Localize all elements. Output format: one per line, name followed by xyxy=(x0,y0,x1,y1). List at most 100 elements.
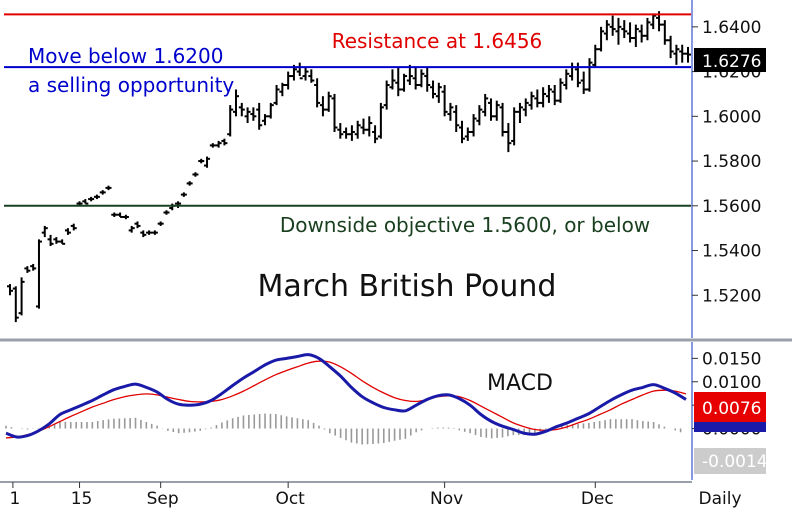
price-bar xyxy=(650,13,657,30)
price-bar xyxy=(516,102,523,124)
price-bar xyxy=(580,71,587,94)
price-bar xyxy=(47,234,54,247)
price-bar xyxy=(644,17,651,41)
price-bar xyxy=(105,185,112,191)
price-bar xyxy=(273,85,280,106)
price-bar xyxy=(93,194,100,200)
macd-histogram-marker: -0.0014 xyxy=(694,448,768,474)
time-tick-label: Nov xyxy=(430,489,463,509)
price-bar xyxy=(511,107,518,146)
price-bar xyxy=(331,93,338,132)
price-bar xyxy=(35,239,42,309)
price-bar xyxy=(615,17,622,45)
macd-line-swatch xyxy=(694,422,766,432)
price-bar xyxy=(360,118,367,135)
price-bar xyxy=(627,22,634,43)
price-bar xyxy=(406,64,413,85)
price-bar xyxy=(389,69,396,90)
price-bar xyxy=(522,98,529,117)
price-bar xyxy=(238,102,245,117)
price-bar xyxy=(41,225,48,238)
price-bar xyxy=(545,85,552,103)
price-bar xyxy=(59,239,66,245)
price-tick-label: 1.5600 xyxy=(702,197,761,217)
price-bar xyxy=(227,105,234,137)
price-bar xyxy=(412,67,419,90)
price-bar xyxy=(569,62,576,81)
price-bar xyxy=(661,20,668,45)
price-bar xyxy=(603,20,610,41)
price-tick-label: 1.6400 xyxy=(702,18,761,38)
price-bar xyxy=(296,62,303,80)
price-bar xyxy=(151,230,158,235)
time-tick-label: Sep xyxy=(147,489,179,509)
price-bar xyxy=(586,58,593,92)
price-bar xyxy=(215,140,222,148)
price-bar xyxy=(487,98,494,121)
price-bar xyxy=(122,214,129,220)
downside-label: Downside objective 1.5600, or below xyxy=(280,213,650,237)
price-bar xyxy=(430,80,437,99)
resistance-label: Resistance at 1.6456 xyxy=(332,29,543,53)
price-bar xyxy=(343,127,350,139)
price-bar xyxy=(679,44,686,63)
macd-tick-label: 0.0150 xyxy=(702,349,761,369)
price-axis-ticks: 1.52001.54001.56001.58001.60001.62001.64… xyxy=(692,18,761,306)
price-bar xyxy=(598,26,605,52)
price-bar xyxy=(673,44,680,65)
price-bar xyxy=(528,91,535,110)
price-bar xyxy=(233,89,239,117)
price-bar xyxy=(459,120,465,144)
macd-histogram xyxy=(5,413,682,445)
price-bar xyxy=(53,237,60,244)
price-bar xyxy=(377,102,384,139)
price-bar xyxy=(111,212,118,217)
price-bar xyxy=(64,228,71,235)
price-bar xyxy=(180,192,187,197)
price-bar xyxy=(163,210,170,215)
price-bar xyxy=(557,78,564,103)
selling-label-line1: Move below 1.6200 xyxy=(28,44,223,68)
last-price-label: 1.6276 xyxy=(702,52,761,72)
price-bar xyxy=(372,125,379,144)
macd-signal-value: 0.0076 xyxy=(702,399,761,419)
macd-lines xyxy=(5,353,687,439)
price-bar xyxy=(244,107,251,124)
price-bar xyxy=(592,44,599,68)
price-bar xyxy=(82,199,89,205)
macd-signal-marker: 0.0076 xyxy=(694,392,766,432)
price-bar xyxy=(128,225,135,233)
price-bar xyxy=(308,69,315,83)
price-bar xyxy=(285,71,292,90)
price-bar xyxy=(319,96,326,117)
price-tick-label: 1.5800 xyxy=(702,152,761,172)
price-bar xyxy=(470,114,477,137)
price-bar xyxy=(441,85,448,117)
price-bar xyxy=(348,125,355,141)
price-bar xyxy=(418,69,425,88)
macd-histogram-value: -0.0014 xyxy=(702,452,768,472)
price-bar xyxy=(667,35,674,59)
time-tick-label: Dec xyxy=(581,489,614,509)
price-bar xyxy=(366,116,373,137)
chart-title: March British Pound xyxy=(258,269,557,304)
price-bar xyxy=(256,102,263,130)
price-bar xyxy=(447,102,454,121)
price-bar xyxy=(314,78,321,108)
price-bar xyxy=(204,156,211,168)
price-bar xyxy=(88,196,95,202)
price-bar xyxy=(30,263,37,271)
price-bar xyxy=(337,123,344,139)
price-bar xyxy=(424,67,431,92)
price-bar xyxy=(99,190,106,195)
price-bar xyxy=(401,73,408,92)
time-axis-label: Daily xyxy=(698,489,741,509)
price-bar xyxy=(198,158,205,164)
price-bar xyxy=(250,107,257,121)
price-bar xyxy=(540,87,547,108)
time-tick-label: Oct xyxy=(275,489,305,509)
price-bar xyxy=(505,123,512,153)
price-bar xyxy=(609,15,616,36)
price-level-lines xyxy=(4,13,692,207)
price-bar xyxy=(476,105,483,126)
